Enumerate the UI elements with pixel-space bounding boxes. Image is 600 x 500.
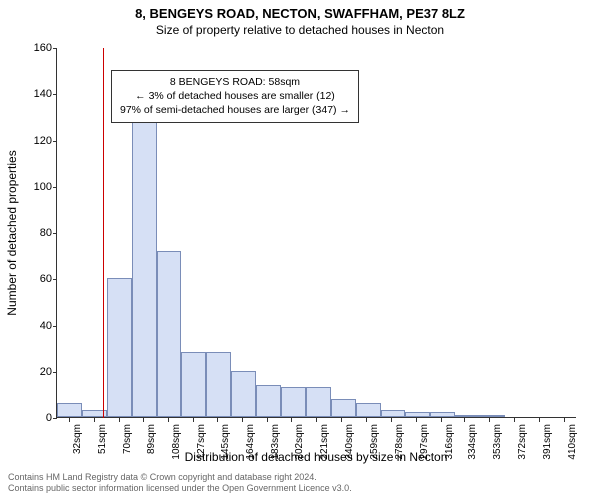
y-axis-label: Number of detached properties <box>5 150 19 315</box>
histogram-bar <box>480 415 505 417</box>
x-tick-label: 32sqm <box>72 424 83 468</box>
histogram-bar <box>256 385 281 417</box>
histogram-bar <box>132 119 157 417</box>
histogram-bar <box>107 278 132 417</box>
x-tick-label: 108sqm <box>171 424 182 468</box>
histogram-bar <box>281 387 306 417</box>
histogram-bar <box>430 412 455 417</box>
footer-attribution: Contains HM Land Registry data © Crown c… <box>8 472 352 495</box>
property-marker-line <box>103 48 104 418</box>
histogram-bar <box>206 352 231 417</box>
infobox-line1: 8 BENGEYS ROAD: 58sqm <box>120 75 350 89</box>
footer-line1: Contains HM Land Registry data © Crown c… <box>8 472 352 483</box>
x-tick-label: 391sqm <box>542 424 553 468</box>
x-tick-label: 51sqm <box>97 424 108 468</box>
footer-line2: Contains public sector information licen… <box>8 483 352 494</box>
y-tick-label: 160 <box>24 42 52 54</box>
x-tick-label: 70sqm <box>122 424 133 468</box>
x-axis-label: Distribution of detached houses by size … <box>185 450 448 464</box>
x-tick-label: 372sqm <box>517 424 528 468</box>
histogram-bar <box>381 410 406 417</box>
histogram-bar <box>181 352 206 417</box>
histogram-bar <box>455 415 480 417</box>
y-tick-label: 80 <box>24 227 52 239</box>
chart-title-main: 8, BENGEYS ROAD, NECTON, SWAFFHAM, PE37 … <box>0 6 600 21</box>
histogram-bar <box>57 403 82 417</box>
x-tick-label: 334sqm <box>467 424 478 468</box>
y-tick-label: 120 <box>24 135 52 147</box>
annotation-box: 8 BENGEYS ROAD: 58sqm ← 3% of detached h… <box>111 70 359 123</box>
y-tick-label: 20 <box>24 366 52 378</box>
chart-container: 02040608010012014016032sqm51sqm70sqm89sq… <box>56 48 576 418</box>
y-tick-label: 40 <box>24 320 52 332</box>
infobox-line2: ← 3% of detached houses are smaller (12) <box>120 89 350 103</box>
histogram-bar <box>356 403 381 417</box>
y-tick-label: 100 <box>24 181 52 193</box>
y-tick-label: 140 <box>24 88 52 100</box>
histogram-bar <box>306 387 331 417</box>
x-tick-label: 89sqm <box>146 424 157 468</box>
y-tick-label: 60 <box>24 273 52 285</box>
y-tick-label: 0 <box>24 412 52 424</box>
chart-title-sub: Size of property relative to detached ho… <box>0 23 600 37</box>
histogram-bar <box>405 412 430 417</box>
histogram-bar <box>157 251 182 418</box>
histogram-bar <box>231 371 256 417</box>
x-tick-label: 353sqm <box>492 424 503 468</box>
infobox-line3: 97% of semi-detached houses are larger (… <box>120 103 350 117</box>
x-tick-label: 410sqm <box>567 424 578 468</box>
histogram-bar <box>331 399 356 418</box>
